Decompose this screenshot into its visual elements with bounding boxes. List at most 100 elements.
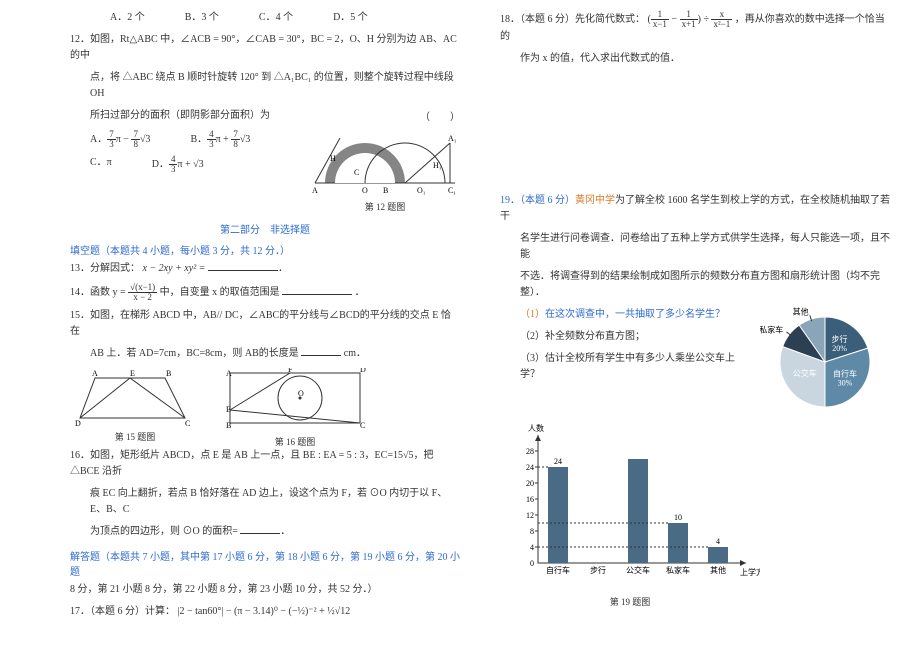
q11-choices: A．2 个 B．3 个 C．4 个 D．5 个 <box>70 10 460 26</box>
svg-text:0: 0 <box>530 559 534 568</box>
q12-c: C．π <box>90 155 112 174</box>
q13-label: 13．分解因式： <box>70 263 140 274</box>
q13-expr: x − 2xy + xy² = <box>143 263 208 274</box>
svg-text:O: O <box>362 186 368 195</box>
svg-text:F: F <box>288 368 293 374</box>
q12-line2: 点，将 △ABC 绕点 B 顺时针旋转 120° 到 △A₁BC₁ 的位置，则整… <box>70 70 460 102</box>
svg-text:公交车: 公交车 <box>793 368 817 378</box>
svg-text:H: H <box>330 154 336 163</box>
svg-text:步行20%: 步行20% <box>832 334 848 353</box>
q19-s2: （2）补全频数分布直方图； <box>500 329 750 345</box>
q14-tail: 中，自变量 x 的取值范围是 <box>160 287 280 298</box>
q12-b: B．43π + 78√3 <box>190 130 250 149</box>
q16-l3: 为顶点的四边形，则 ⊙O 的面积= ． <box>70 524 460 540</box>
svg-text:私家车: 私家车 <box>760 324 783 334</box>
q12-paren: （ ） <box>310 108 460 123</box>
svg-text:4: 4 <box>716 537 720 546</box>
q15-t2: AB 上．若 AD=7cm，BC=8cm，则 AB的长度是 <box>90 348 299 359</box>
svg-text:自行车: 自行车 <box>546 565 570 575</box>
q15-t1: 15．如图，在梯形 ABCD 中，AB// DC，∠ABC的平分线与∠BCD的平… <box>70 310 451 337</box>
q17-label: 17．（本题 6 分）计算： <box>70 606 175 617</box>
q19-figcap: 第 19 题图 <box>500 595 760 608</box>
pie-chart: 步行20%自行车30%公交车私家车其他 <box>760 307 890 417</box>
q11-choice-c: C．4 个 <box>259 10 293 26</box>
svg-text:上学方式: 上学方式 <box>740 567 760 577</box>
q14-frac: √(x−1)x − 2 <box>128 283 157 302</box>
q19-s3-txt: （3）估计全校所有学生中有多少人乘坐公交车上学？ <box>520 353 735 380</box>
svg-text:4: 4 <box>530 543 534 552</box>
svg-text:28: 28 <box>526 447 534 456</box>
q19-num: 19．（本题 6 分） <box>500 195 575 206</box>
q16-blank <box>240 524 280 534</box>
svg-text:A: A <box>226 369 232 378</box>
q17: 17．（本题 6 分）计算： |2 − tan60°| − (π − 3.14)… <box>70 604 460 620</box>
q13: 13．分解因式： x − 2xy + xy² = ． <box>70 261 460 277</box>
q12-d-lbl: D． <box>152 159 169 170</box>
q12-line3: 所扫过部分的面积（即阴影部分面积）为 <box>70 108 300 124</box>
svg-text:A₁: A₁ <box>448 134 457 143</box>
svg-text:A: A <box>312 186 318 195</box>
q15-line2: AB 上．若 AD=7cm，BC=8cm，则 AB的长度是 cm． <box>70 346 460 362</box>
q15-figcap: 第 15 题图 <box>70 430 200 443</box>
q19-s1: （1）在这次调查中，一共抽取了多少名学生？ <box>500 307 750 323</box>
svg-text:B: B <box>383 186 388 195</box>
svg-text:D: D <box>360 368 366 374</box>
svg-text:C: C <box>185 419 190 428</box>
svg-text:B: B <box>226 421 231 430</box>
q12-b-lbl: B． <box>190 134 207 145</box>
q12-choice-row2: C．π D．43π + √3 <box>70 155 300 174</box>
q17-expr: |2 − tan60°| − (π − 3.14)⁰ − (−½)⁻² + ½√… <box>178 606 351 617</box>
q19-school: 黄冈中学 <box>575 195 615 206</box>
svg-text:10: 10 <box>674 513 682 522</box>
svg-text:O: O <box>298 389 304 398</box>
q12-d: D．43π + √3 <box>152 155 204 174</box>
q19-l3: 不选．将调查得到的结果绘制成如图所示的频数分布直方图和扇形统计图（均不完整）． <box>500 269 890 301</box>
q12-text3: 所扫过部分的面积（即阴影部分面积）为 <box>90 110 270 121</box>
q14-blank <box>282 285 352 295</box>
q12-text1: 12．如图，Rt△ABC 中，∠ACB = 90°，∠CAB = 30°，BC … <box>70 34 457 61</box>
q16-t3: 为顶点的四边形，则 ⊙O 的面积= <box>90 526 238 537</box>
svg-text:12: 12 <box>526 511 534 520</box>
svg-text:8: 8 <box>530 527 534 536</box>
svg-text:A: A <box>92 369 98 378</box>
svg-text:24: 24 <box>554 457 562 466</box>
q12-figcap: 第 12 题图 <box>310 200 460 213</box>
svg-text:20: 20 <box>526 479 534 488</box>
q19-s1-lbl: （1） <box>520 309 545 320</box>
q18-t1: 18．（本题 6 分）先化简代数式： <box>500 14 645 25</box>
svg-text:私家车: 私家车 <box>666 565 690 575</box>
q15-unit: cm． <box>344 348 366 359</box>
q16-figure: O AFD EBC <box>220 368 370 433</box>
fill-heading: 填空题（本题共 4 小题，每小题 3 分，共 12 分．） <box>70 242 460 257</box>
q16-l1: 16．如图，矩形纸片 ABCD，点 E 是 AB 上一点，且 BE : EA =… <box>70 448 460 480</box>
svg-text:16: 16 <box>526 495 534 504</box>
svg-text:其他: 其他 <box>793 307 809 317</box>
svg-text:D: D <box>75 419 81 428</box>
svg-text:其他: 其他 <box>710 565 726 575</box>
svg-text:24: 24 <box>526 463 534 472</box>
q12-choice-row1: A．73π − 78√3 B．43π + 78√3 <box>70 130 300 149</box>
svg-text:步行: 步行 <box>590 565 606 575</box>
svg-text:E: E <box>226 405 231 414</box>
solve-heading2: 8 分，第 21 小题 8 分，第 22 小题 8 分，第 23 小题 10 分… <box>70 582 460 598</box>
q14: 14．函数 y = √(x−1)x − 2 中，自变量 x 的取值范围是 ． <box>70 283 460 302</box>
q15-line1: 15．如图，在梯形 ABCD 中，AB// DC，∠ABC的平分线与∠BCD的平… <box>70 308 460 340</box>
svg-text:人数: 人数 <box>528 423 544 433</box>
q19-s1-txt: 在这次调查中，一共抽取了多少名学生？ <box>545 309 725 320</box>
svg-text:E: E <box>130 369 135 378</box>
q19-s3: （3）估计全校所有学生中有多少人乘坐公交车上学？ <box>500 351 750 383</box>
q18-l3: 作为 x 的值，代入求出代数式的值． <box>500 51 890 67</box>
svg-text:O₁: O₁ <box>417 186 426 195</box>
q12-a: A．73π − 78√3 <box>90 130 150 149</box>
q12-figure: A B C₁ O H A₁ H₁ O₁ C <box>310 123 460 198</box>
svg-text:B: B <box>166 369 171 378</box>
q16-l2: 痕 EC 向上翻折，若点 B 恰好落在 AD 边上，设这个点为 F，若 ⊙O 内… <box>70 486 460 518</box>
q11-choice-a: A．2 个 <box>110 10 145 26</box>
svg-text:C₁: C₁ <box>448 186 456 195</box>
q16-figcap: 第 16 题图 <box>220 435 370 448</box>
svg-text:公交车: 公交车 <box>626 565 650 575</box>
section2-title: 第二部分 非选择题 <box>70 221 460 236</box>
svg-text:H₁: H₁ <box>433 161 442 170</box>
q15-figure: A E B D C <box>70 368 200 428</box>
solve-heading: 解答题（本题共 7 小题，其中第 17 小题 6 分，第 18 小题 6 分，第… <box>70 548 460 578</box>
